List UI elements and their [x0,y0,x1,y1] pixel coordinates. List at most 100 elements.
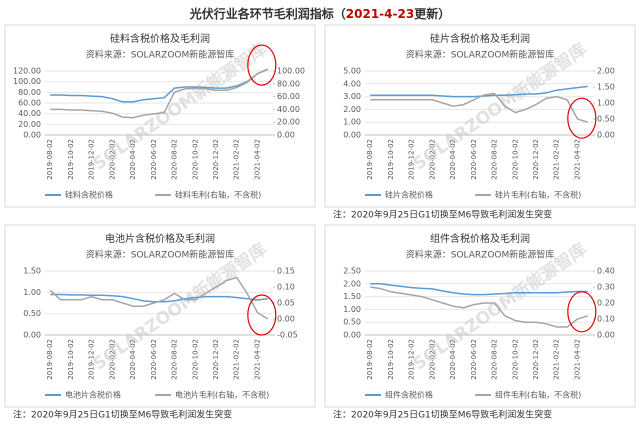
y-tick-label: 60.00 [18,99,41,108]
y2-tick-label: 20.00 [277,118,300,127]
y2-tick-label: 0.10 [597,315,615,324]
x-tick-label: 2020-02-02 [108,339,116,380]
x-tick-label: 2020-10-02 [191,139,199,180]
title-part: 光伏行业各环节毛利润指标（ [189,6,346,21]
series-line [370,85,588,98]
x-tick-label: 2019-08-02 [46,139,54,180]
y-tick-label: 100.00 [13,77,41,86]
note: 注：2020年9月25日G1切换至M6导致毛利润发生突变 [333,209,552,221]
x-tick-label: 2020-10-02 [191,339,199,380]
x-tick-label: 2020-06-02 [470,139,478,180]
x-tick-label: 2020-12-02 [532,339,540,380]
y2-tick-label: 0.10 [277,283,295,292]
note: 注：2020年9月25日G1切换至M6导致毛利润发生突变 [333,409,552,421]
y2-tick-label: -0.05 [277,331,298,340]
y2-tick-label: 0.00 [277,315,295,324]
y-tick-label: 2.00 [343,105,361,114]
y-tick-label: 20.00 [18,120,41,129]
x-tick-label: 2020-12-02 [212,139,220,180]
x-tick-label: 2020-08-02 [491,339,499,380]
x-tick-label: 2019-12-02 [88,339,96,380]
series-line [50,68,269,103]
y2-tick-label: 0.00 [277,131,295,140]
legend-label: 硅料毛利(右轴，不含税) [175,190,261,200]
chart-subtitle: 资料来源：SOLARZOOM新能源智库 [406,249,555,261]
y-tick-label: 1.00 [343,305,361,314]
y2-tick-label: 0.00 [597,131,615,140]
x-tick-label: 2020-02-02 [108,139,116,180]
legend-label: 组件毛利(右轴，不含税) [495,390,581,400]
y2-tick-label: 0.15 [277,267,295,276]
x-tick-label: 2020-02-02 [428,339,436,380]
x-tick-label: 2020-06-02 [470,339,478,380]
y2-tick-label: 0.05 [277,299,295,308]
x-tick-label: 2020-08-02 [171,339,179,380]
legend-label: 电池片含税价格 [65,390,121,400]
y-tick-label: 4.00 [343,79,361,88]
title-part: 更新） [414,6,450,21]
x-tick-label: 2019-12-02 [88,139,96,180]
x-tick-label: 2019-08-02 [46,339,54,380]
y2-tick-label: 0.40 [597,267,615,276]
series-line [50,68,269,119]
y-tick-label: 5.00 [343,67,361,76]
x-tick-label: 2020-04-02 [129,139,137,180]
legend-label: 组件含税价格 [385,390,433,400]
chart-title: 硅料含税价格及毛利润 [110,32,210,45]
x-tick-label: 2019-12-02 [408,339,416,380]
legend-label: 硅片毛利(右轴，不含税) [495,190,581,200]
series-line [49,276,269,320]
x-tick-label: 2019-10-02 [67,339,75,380]
panel-border [4,224,316,408]
x-tick-label: 2019-10-02 [387,339,395,380]
x-tick-label: 2019-08-02 [366,339,374,380]
legend-label: 硅料含税价格 [65,190,113,200]
y2-tick-label: 0.20 [597,299,615,308]
page-title: 光伏行业各环节毛利润指标（2021-4-23更新） [189,6,450,21]
chart-subtitle: 资料来源：SOLARZOOM新能源智库 [86,249,235,261]
y2-tick-label: 0.00 [597,331,615,340]
y-tick-label: 0.00 [23,331,41,340]
x-tick-label: 2020-04-02 [449,139,457,180]
legend-label: 硅片含税价格 [385,190,433,200]
highlight-circle [247,294,277,336]
x-tick-label: 2021-02-02 [233,339,241,380]
panel-border [324,224,636,408]
x-tick-label: 2019-12-02 [408,139,416,180]
title-date: 2021-4-23 [346,7,414,21]
x-tick-label: 2020-04-02 [449,339,457,380]
x-tick-label: 2021-02-02 [233,139,241,180]
y-tick-label: 2.50 [343,267,361,276]
x-tick-label: 2019-10-02 [387,139,395,180]
chart-title: 组件含税价格及毛利润 [430,232,530,245]
x-tick-label: 2021-04-02 [573,339,581,380]
panel-border [4,24,316,208]
chart-subtitle: 资料来源：SOLARZOOM新能源智库 [86,49,235,61]
y-tick-label: 1.00 [23,288,41,297]
chart-title: 硅片含税价格及毛利润 [430,32,530,45]
chart-subtitle: 资料来源：SOLARZOOM新能源智库 [406,49,555,61]
y-tick-label: 0.00 [343,331,361,340]
y2-tick-label: 1.50 [597,83,615,92]
x-tick-label: 2019-08-02 [366,139,374,180]
x-tick-label: 2020-12-02 [532,139,540,180]
y-tick-label: 1.00 [343,118,361,127]
x-tick-label: 2020-10-02 [511,139,519,180]
note: 注：2020年9月25日G1切换至M6导致毛利润发生突变 [13,409,232,421]
y-tick-label: 0.50 [23,309,41,318]
x-tick-label: 2020-02-02 [428,139,436,180]
chart-title: 电池片含税价格及毛利润 [105,232,215,245]
y-tick-label: 120.00 [13,67,41,76]
x-tick-label: 2021-02-02 [553,139,561,180]
panel-border [324,24,636,208]
x-tick-label: 2020-10-02 [511,339,519,380]
y2-tick-label: 2.00 [597,67,615,76]
y-tick-label: 0.50 [343,318,361,327]
highlight-circle [567,97,597,139]
x-tick-label: 2019-10-02 [67,139,75,180]
legend-label: 电池片毛利(右轴，不含税) [175,390,269,400]
x-tick-label: 2020-12-02 [212,339,220,380]
y2-tick-label: 0.50 [597,115,615,124]
y2-tick-label: 0.30 [597,283,615,292]
